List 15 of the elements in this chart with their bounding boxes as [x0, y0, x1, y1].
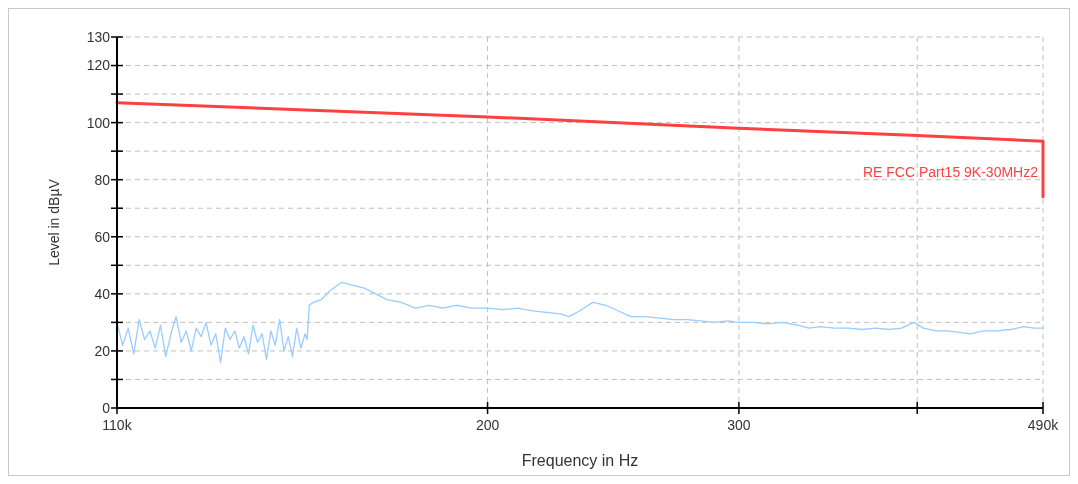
- x-tick-label: 300: [727, 417, 751, 433]
- y-tick-label: 40: [94, 285, 111, 302]
- y-tick-label: 80: [94, 171, 111, 188]
- y-tick-label: 100: [86, 114, 111, 131]
- y-tick-label: 0: [102, 399, 111, 416]
- y-tick-label: 120: [86, 57, 111, 74]
- y-tick-label: 130: [86, 28, 111, 45]
- x-tick-label: 490k: [1027, 417, 1060, 433]
- y-tick-label: 60: [94, 228, 111, 245]
- x-tick-label: 110k: [102, 417, 133, 433]
- y-axis-title: Level in dBµV: [46, 178, 62, 266]
- series-label: RE FCC Part15 9K-30MHz2: [862, 164, 1039, 181]
- x-tick-label: 200: [475, 417, 500, 433]
- x-axis-title: Frequency in Hz: [521, 452, 639, 469]
- y-tick-label: 20: [94, 342, 111, 359]
